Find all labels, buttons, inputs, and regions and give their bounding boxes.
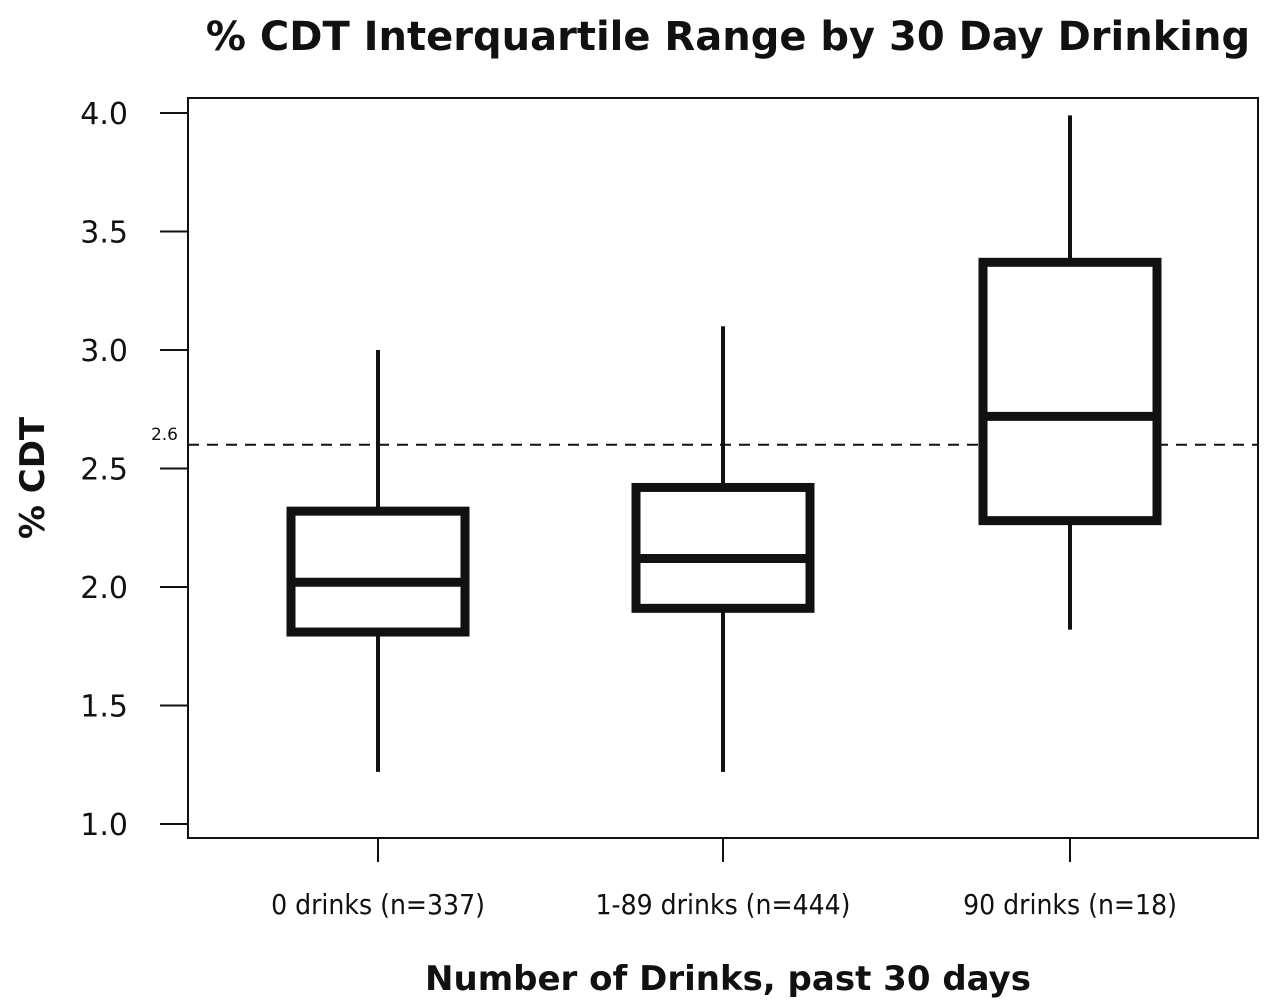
x-axis: 0 drinks (n=337) 1-89 drinks (n=444) 90 dr… [271,838,1177,921]
box-plot-1 [286,350,470,772]
x-axis-label: Number of Drinks, past 30 days [425,959,1031,999]
box-plot-2 [631,326,815,772]
box-plot-3 [978,115,1162,630]
y-tick-label: 1.0 [80,808,128,843]
box-plots [286,115,1162,772]
reference-line-label: 2.6 [151,425,178,445]
y-axis-label: % CDT [13,416,53,539]
chart-title: % CDT Interquartile Range by 30 Day Drin… [206,14,1250,60]
y-tick-label: 3.5 [80,216,128,251]
iqr-box [286,506,470,637]
iqr-box [978,257,1162,526]
iqr-box [631,482,815,613]
y-axis: 1.0 1.5 2.0 2.5 3.0 3.5 4.0 [80,97,188,843]
y-tick-label: 1.5 [80,690,128,725]
x-tick-label: 0 drinks (n=337) [271,888,485,921]
y-tick-label: 4.0 [80,97,128,132]
y-tick-label: 2.5 [80,453,128,488]
x-tick-label: 90 drinks (n=18) [963,888,1177,921]
y-tick-label: 2.0 [80,571,128,606]
y-tick-label: 3.0 [80,334,128,369]
x-tick-label: 1-89 drinks (n=444) [596,888,851,921]
